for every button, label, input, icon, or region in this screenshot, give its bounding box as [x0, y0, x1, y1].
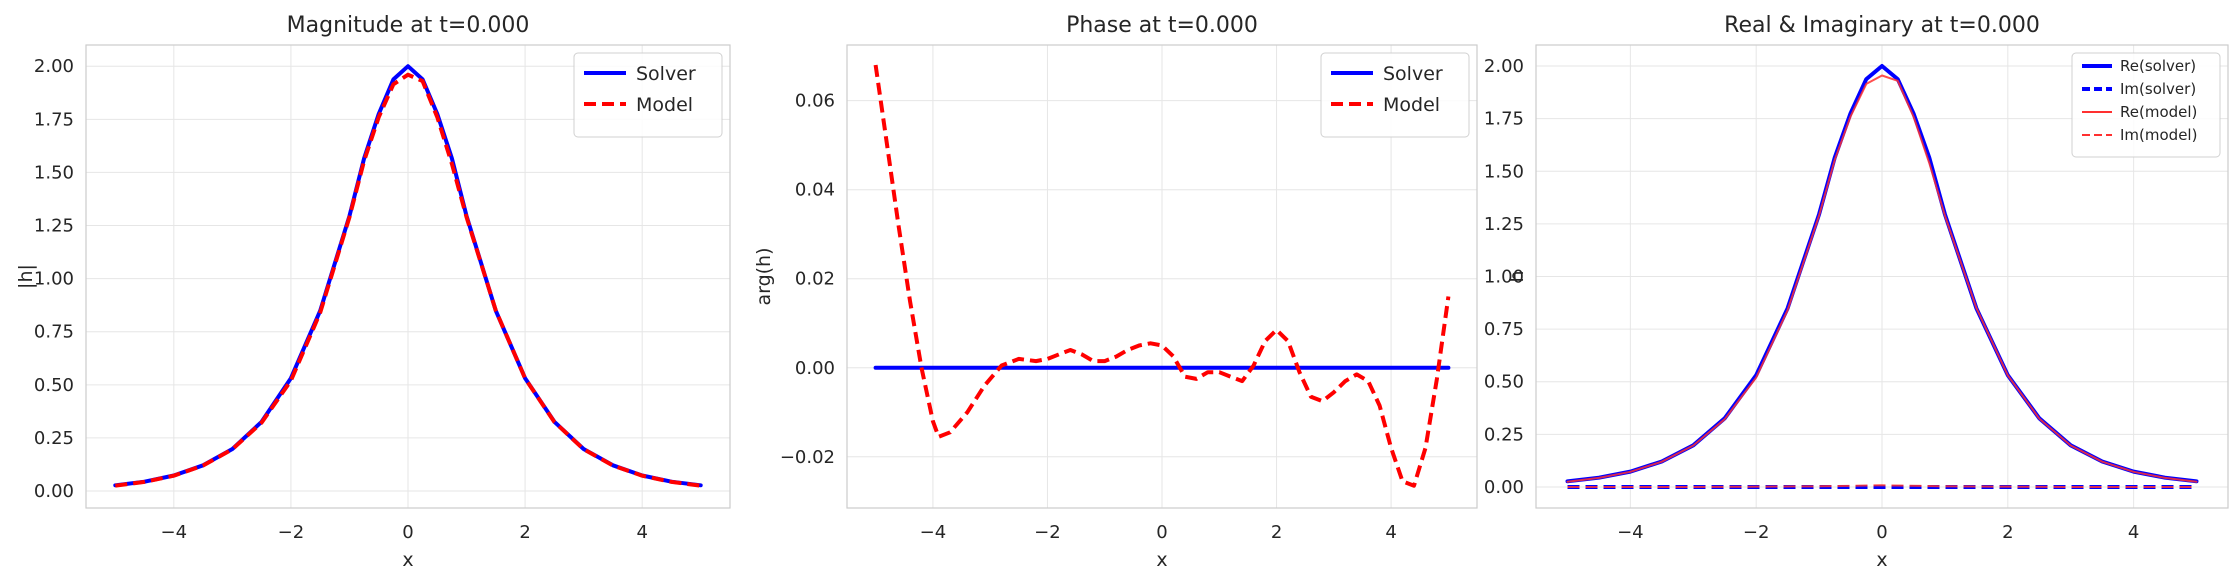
legend: Solver Model — [1320, 52, 1470, 138]
y-tick-label: 1.25 — [1484, 214, 1524, 235]
series-line-model — [873, 64, 1451, 488]
x-tick-label: −2 — [1743, 522, 1770, 543]
legend-box — [2071, 52, 2221, 158]
x-tick-label: 0 — [1876, 522, 1887, 543]
y-tick-label: 0.00 — [34, 481, 74, 502]
y-tick-label: 1.25 — [34, 216, 74, 237]
legend-label: Model — [1383, 94, 1440, 116]
x-tick-label: −4 — [1617, 522, 1644, 543]
legend-label: Solver — [636, 63, 696, 85]
y-tick-label: 0.50 — [34, 375, 74, 396]
y-tick-label: 0.25 — [34, 428, 74, 449]
axes-frame — [1535, 44, 2229, 509]
y-tick-label: 2.00 — [34, 56, 74, 77]
x-axis-label: x — [402, 549, 413, 571]
y-tick-label: 0.06 — [795, 91, 835, 112]
chart-title: Phase at t=0.000 — [1066, 13, 1258, 38]
legend: Re(solver) Im(solver) Re(model) Im(model) — [2071, 52, 2221, 158]
y-axis-label: h — [1506, 270, 1528, 282]
axes-frame — [846, 44, 1478, 509]
y-tick-label: 1.50 — [1484, 161, 1524, 182]
x-tick-label: 0 — [1156, 522, 1167, 543]
legend-label: Im(model) — [2120, 126, 2197, 144]
x-tick-label: −2 — [1034, 522, 1061, 543]
chart-panel-3: −4 −2 0 2 4 0.00 0.25 0.50 0.75 1.00 1.25 1.50 1.75 2… — [1484, 13, 2229, 571]
x-tick-label: 4 — [1385, 522, 1396, 543]
series-line-solver — [113, 64, 703, 488]
x-tick-label: −4 — [920, 522, 947, 543]
y-tick-label: 1.00 — [34, 269, 74, 290]
legend-label: Solver — [1383, 63, 1443, 85]
y-axis-label: arg(h) — [753, 247, 775, 305]
x-tick-label: 2 — [519, 522, 530, 543]
x-tick-label: 0 — [402, 522, 413, 543]
y-tick-label: 2.00 — [1484, 56, 1524, 77]
x-axis-label: x — [1156, 549, 1167, 571]
chart-panel-1: −4 −2 0 2 4 0.00 0.25 0.50 0.75 1.00 1.25 1.50 1.75 2… — [15, 13, 731, 571]
y-tick-label: 1.75 — [34, 109, 74, 130]
y-tick-label: 0.02 — [795, 269, 835, 290]
y-tick-label: 0.25 — [1484, 424, 1524, 445]
legend: Solver Model — [573, 52, 723, 138]
axes-frame — [85, 44, 731, 509]
legend-label: Re(solver) — [2120, 57, 2196, 75]
y-axis-label: |h| — [15, 264, 37, 289]
chart-title: Real & Imaginary at t=0.000 — [1724, 13, 2040, 38]
legend-label: Re(model) — [2120, 103, 2197, 121]
x-tick-label: −2 — [278, 522, 305, 543]
series-line-im-model- — [1567, 484, 2197, 488]
x-tick-label: 2 — [2002, 522, 2013, 543]
x-tick-label: 2 — [1271, 522, 1282, 543]
y-tick-label: 0.00 — [795, 358, 835, 379]
legend-label: Im(solver) — [2120, 80, 2196, 98]
y-tick-label: 1.75 — [1484, 109, 1524, 130]
y-tick-label: 1.50 — [34, 162, 74, 183]
y-tick-label: 0.00 — [1484, 477, 1524, 498]
chart-title: Magnitude at t=0.000 — [287, 13, 530, 38]
x-axis-label: x — [1876, 549, 1887, 571]
legend-label: Model — [636, 94, 693, 116]
x-tick-label: 4 — [2128, 522, 2139, 543]
chart-panel-2: −4 −2 0 2 4 −0.02 0.00 0.02 0.04 0.06 Phase at t=0… — [753, 13, 1478, 571]
y-tick-label: 0.75 — [34, 322, 74, 343]
series-line-model — [115, 72, 701, 488]
y-tick-label: −0.02 — [780, 447, 835, 468]
series-line-re-model- — [1566, 74, 2198, 483]
y-tick-label: 0.75 — [1484, 319, 1524, 340]
x-tick-label: 4 — [636, 522, 647, 543]
y-tick-label: 0.04 — [795, 180, 835, 201]
y-tick-label: 0.50 — [1484, 372, 1524, 393]
x-tick-label: −4 — [161, 522, 188, 543]
y-tick-label: 1.00 — [1484, 267, 1524, 288]
